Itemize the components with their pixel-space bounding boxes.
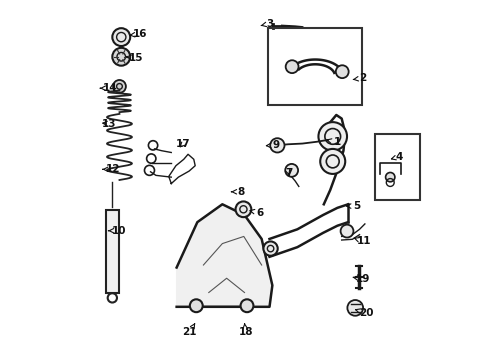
Text: 15: 15 <box>126 53 143 63</box>
Circle shape <box>113 80 125 93</box>
Text: 1: 1 <box>326 138 340 148</box>
Polygon shape <box>176 204 272 307</box>
Text: 16: 16 <box>129 29 147 39</box>
Text: 12: 12 <box>102 164 120 174</box>
Bar <box>374 134 419 200</box>
Circle shape <box>112 48 130 66</box>
Circle shape <box>112 28 130 46</box>
Circle shape <box>263 242 277 256</box>
Text: 13: 13 <box>102 118 116 129</box>
Circle shape <box>318 122 346 151</box>
Circle shape <box>270 138 284 153</box>
Text: 9: 9 <box>266 140 279 150</box>
Text: 21: 21 <box>182 324 197 337</box>
Text: 8: 8 <box>231 187 244 197</box>
Circle shape <box>340 225 353 238</box>
Circle shape <box>320 149 345 174</box>
Circle shape <box>240 299 253 312</box>
Circle shape <box>346 300 363 316</box>
Circle shape <box>335 65 348 78</box>
Text: 11: 11 <box>353 237 371 247</box>
Text: 17: 17 <box>175 139 190 149</box>
FancyBboxPatch shape <box>106 210 119 293</box>
Bar <box>267 28 362 105</box>
Circle shape <box>285 60 298 73</box>
Text: 3: 3 <box>261 18 273 28</box>
Text: 10: 10 <box>108 226 126 236</box>
Circle shape <box>285 164 298 177</box>
Circle shape <box>385 172 394 182</box>
Circle shape <box>235 202 251 217</box>
Text: 6: 6 <box>249 208 263 218</box>
Text: 7: 7 <box>284 168 291 178</box>
Text: 18: 18 <box>238 324 252 337</box>
Circle shape <box>189 299 203 312</box>
Text: 19: 19 <box>352 274 369 284</box>
Text: 20: 20 <box>355 308 372 318</box>
Text: 4: 4 <box>390 152 402 162</box>
Text: 2: 2 <box>352 73 365 83</box>
Text: 14: 14 <box>100 83 118 93</box>
Text: 5: 5 <box>346 201 360 211</box>
